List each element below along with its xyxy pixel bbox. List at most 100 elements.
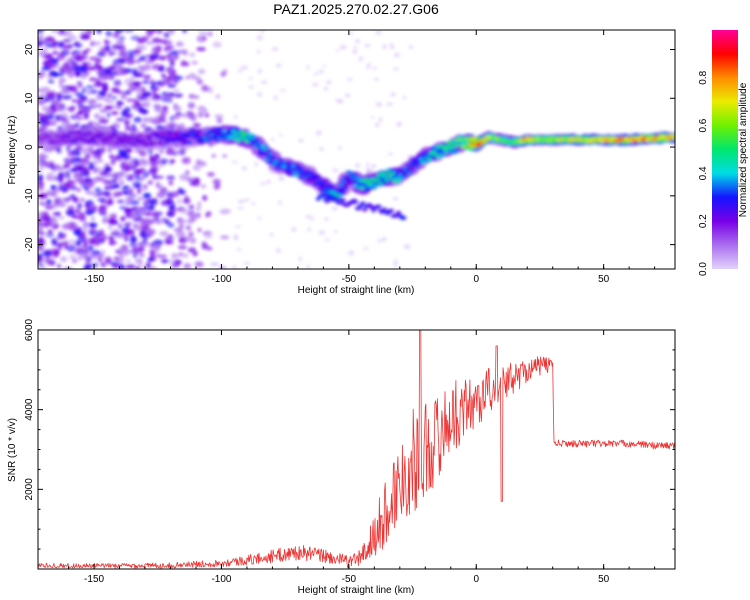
noise-cell: [208, 86, 214, 94]
noise-cell: [38, 99, 46, 105]
noise-cell: [335, 98, 342, 103]
noise-cell: [220, 235, 230, 240]
noise-cell: [107, 196, 114, 204]
noise-cell: [138, 57, 145, 61]
noise-cell: [97, 198, 105, 202]
noise-cell: [276, 63, 282, 69]
spectrogram-y-tick-label: -10: [24, 188, 35, 203]
ridge-cell: [281, 164, 287, 169]
ridge-cell: [433, 152, 438, 156]
ridge-cell: [278, 161, 284, 165]
noise-cell: [126, 259, 131, 264]
noise-cell: [187, 247, 197, 253]
noise-cell: [46, 172, 56, 176]
noise-cell: [133, 117, 143, 123]
noise-cell: [393, 259, 398, 264]
noise-cell: [173, 259, 182, 266]
noise-cell: [98, 119, 108, 124]
noise-cell: [231, 160, 238, 164]
noise-cell: [60, 112, 69, 119]
noise-cell: [133, 170, 140, 177]
noise-cell: [168, 234, 173, 238]
noise-cell: [124, 114, 132, 119]
noise-cell: [125, 58, 133, 65]
ridge-cell: [414, 165, 420, 170]
noise-cell: [59, 117, 68, 121]
noise-cell: [169, 115, 175, 122]
noise-cell: [165, 45, 175, 49]
noise-cell: [174, 232, 183, 238]
noise-cell: [159, 113, 167, 120]
noise-cell: [73, 49, 81, 55]
noise-cell: [145, 262, 151, 269]
noise-cell: [166, 211, 175, 218]
snr-x-tick-label: -150: [84, 574, 104, 585]
noise-cell: [49, 190, 57, 197]
noise-cell: [42, 160, 48, 166]
noise-cell: [390, 46, 395, 50]
ridge-cell: [340, 198, 346, 203]
ridge-cell: [144, 142, 149, 147]
noise-cell: [38, 181, 45, 188]
noise-cell: [157, 118, 167, 123]
noise-cell: [241, 65, 248, 71]
noise-cell: [98, 234, 108, 241]
ridge-cell: [426, 157, 433, 161]
noise-cell: [136, 211, 146, 215]
noise-cell: [132, 126, 137, 131]
noise-cell: [129, 76, 135, 83]
ridge-cell: [145, 134, 151, 138]
noise-cell: [82, 107, 91, 114]
noise-cell: [377, 238, 381, 243]
noise-cell: [79, 197, 86, 203]
noise-cell: [175, 111, 182, 116]
noise-cell: [45, 43, 54, 48]
noise-cell: [158, 55, 167, 61]
noise-cell: [189, 181, 196, 187]
noise-cell: [138, 260, 143, 266]
noise-cell: [181, 157, 191, 164]
noise-cell: [142, 101, 151, 108]
noise-cell: [95, 94, 102, 101]
noise-cell: [84, 152, 91, 160]
noise-cell: [197, 227, 202, 233]
spectrogram-image: [38, 30, 675, 269]
noise-cell: [47, 119, 58, 127]
noise-cell: [125, 212, 136, 217]
noise-cell: [120, 160, 129, 165]
noise-cell: [169, 51, 178, 56]
noise-cell: [107, 218, 116, 225]
noise-cell: [96, 70, 106, 75]
ridge-cell: [97, 132, 104, 137]
noise-cell: [91, 254, 101, 260]
noise-cell: [201, 84, 209, 92]
noise-cell: [355, 39, 361, 44]
noise-cell: [146, 228, 156, 236]
noise-cell: [348, 250, 355, 256]
noise-cell: [318, 147, 325, 151]
noise-cell: [307, 227, 311, 233]
ridge-cell: [406, 171, 413, 176]
ridge-cell: [158, 140, 163, 145]
noise-cell: [237, 248, 242, 252]
noise-cell: [111, 47, 117, 52]
ridge-cell: [349, 174, 356, 179]
noise-cell: [124, 235, 129, 242]
noise-cell: [96, 30, 102, 34]
noise-cell: [187, 204, 195, 210]
noise-cell: [172, 114, 181, 120]
noise-cell: [139, 68, 146, 72]
noise-cell: [194, 261, 204, 268]
noise-cell: [180, 253, 189, 258]
noise-cell: [66, 205, 76, 210]
ridge-cell: [420, 161, 426, 165]
ridge-cell: [271, 163, 276, 167]
noise-cell: [238, 68, 243, 73]
noise-cell: [122, 185, 130, 190]
snr-ticks: -150 -100 -50 0 50 2000 4000 6000: [24, 318, 675, 585]
ridge-cell: [671, 135, 675, 140]
noise-cell: [94, 103, 103, 109]
noise-cell: [190, 117, 197, 121]
noise-cell: [58, 201, 66, 208]
noise-cell: [117, 173, 123, 180]
